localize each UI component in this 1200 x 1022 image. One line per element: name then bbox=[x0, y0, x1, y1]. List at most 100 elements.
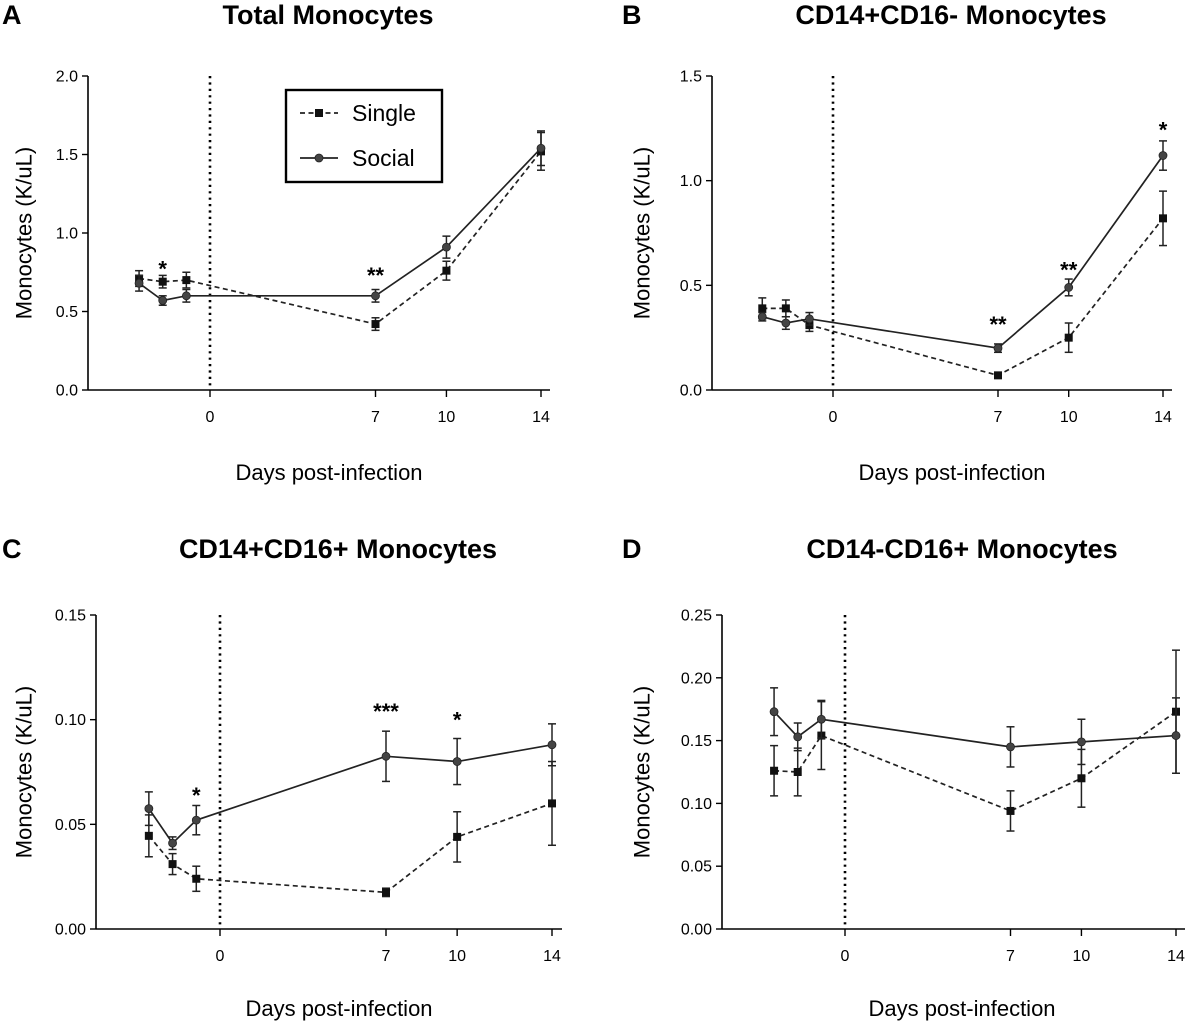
series-line-social bbox=[138, 147, 542, 302]
x-tick-label: 7 bbox=[1006, 948, 1015, 965]
series-social bbox=[144, 723, 557, 851]
data-point-circle bbox=[168, 838, 177, 848]
significance-marker: * bbox=[158, 257, 167, 282]
series-social bbox=[769, 687, 1181, 775]
data-point-circle bbox=[371, 291, 380, 301]
data-point-circle bbox=[158, 296, 168, 305]
panel-title: CD14+CD16- Monocytes bbox=[795, 0, 1106, 30]
y-tick-label: 2.0 bbox=[56, 69, 78, 86]
data-point-square bbox=[371, 320, 380, 329]
x-axis-title: Days post-infection bbox=[235, 460, 422, 485]
data-point-square bbox=[382, 888, 390, 897]
y-tick-label: 1.0 bbox=[56, 226, 78, 243]
x-axis-title: Days post-infection bbox=[868, 996, 1055, 1021]
y-tick-label: 0.05 bbox=[55, 817, 86, 834]
y-tick-label: 0.5 bbox=[680, 278, 702, 295]
data-point-square bbox=[192, 874, 201, 883]
y-axis-title: Monocytes (K/uL) bbox=[630, 686, 655, 858]
x-tick-label: 0 bbox=[841, 948, 850, 965]
data-point-square bbox=[1077, 774, 1086, 783]
significance-marker: ** bbox=[1060, 258, 1078, 283]
data-point-square bbox=[144, 831, 153, 840]
data-point-circle bbox=[1064, 283, 1074, 292]
data-point-circle bbox=[769, 707, 779, 717]
data-point-square bbox=[182, 276, 191, 285]
data-point-circle bbox=[793, 732, 803, 742]
y-tick-label: 0.15 bbox=[681, 733, 712, 750]
panel-a: A Total Monocytes 0.0 0.5 1.0 1.5 2.0 0 7 10 14 Mon… bbox=[2, 0, 550, 485]
y-axis-title: Monocytes (K/uL) bbox=[12, 686, 37, 858]
x-tick-label: 0 bbox=[206, 409, 215, 426]
significance-marker: * bbox=[192, 783, 201, 808]
y-tick-label: 0.20 bbox=[681, 670, 712, 687]
x-tick-label: 0 bbox=[216, 948, 225, 965]
panel-letter: B bbox=[622, 0, 642, 30]
y-tick-label: 0.05 bbox=[681, 859, 712, 876]
data-point-square bbox=[793, 768, 802, 776]
data-point-square bbox=[548, 799, 556, 808]
series-line-single bbox=[774, 711, 1177, 812]
x-tick-label: 14 bbox=[543, 948, 561, 965]
data-point-square bbox=[758, 304, 767, 313]
y-tick-label: 1.5 bbox=[680, 69, 702, 86]
data-point-circle bbox=[805, 314, 814, 324]
y-tick-label: 0.25 bbox=[681, 608, 712, 625]
data-point-circle bbox=[993, 343, 1003, 353]
legend-marker-single bbox=[315, 109, 323, 117]
panel-d: D CD14-CD16+ Monocytes 0.00 0.05 0.10 0.15 0.2… bbox=[622, 534, 1185, 1021]
data-point-circle bbox=[1006, 742, 1015, 752]
y-tick-label: 0.10 bbox=[681, 796, 712, 813]
panel-b: B CD14+CD16- Monocytes 0.0 0.5 1.0 1.5 0 7 10 14 M… bbox=[622, 0, 1172, 485]
data-point-circle bbox=[781, 318, 791, 328]
legend: Single Social bbox=[284, 88, 444, 184]
panel-c: C CD14+CD16+ Monocytes 0.00 0.05 0.10 0.15 0 7 1… bbox=[2, 534, 562, 1021]
data-point-circle bbox=[181, 291, 191, 301]
series-single bbox=[770, 649, 1180, 832]
data-point-circle bbox=[757, 312, 767, 322]
data-point-circle bbox=[536, 143, 546, 153]
y-tick-label: 0.10 bbox=[55, 712, 86, 729]
series-line-single bbox=[148, 802, 553, 894]
series-single bbox=[144, 760, 556, 898]
data-point-circle bbox=[134, 278, 144, 288]
x-tick-label: 14 bbox=[532, 409, 550, 426]
series-social bbox=[757, 140, 1168, 354]
data-point-circle bbox=[816, 714, 826, 724]
y-tick-label: 0.00 bbox=[681, 922, 712, 939]
y-tick-label: 0.15 bbox=[55, 608, 86, 625]
x-tick-label: 14 bbox=[1154, 409, 1172, 426]
data-point-square bbox=[168, 860, 177, 869]
x-tick-label: 7 bbox=[371, 409, 380, 426]
x-tick-label: 0 bbox=[829, 409, 838, 426]
x-tick-label: 10 bbox=[1073, 948, 1091, 965]
legend-box bbox=[284, 88, 444, 184]
significance-marker: * bbox=[453, 708, 462, 733]
data-point-circle bbox=[381, 751, 391, 761]
x-tick-label: 10 bbox=[1060, 409, 1078, 426]
data-point-circle bbox=[1077, 737, 1086, 747]
x-tick-label: 7 bbox=[994, 409, 1003, 426]
panel-title: CD14+CD16+ Monocytes bbox=[179, 534, 497, 564]
data-point-square bbox=[1159, 214, 1167, 223]
y-tick-label: 1.5 bbox=[56, 147, 78, 164]
legend-marker-social bbox=[314, 153, 324, 163]
significance-marker: *** bbox=[373, 699, 399, 724]
legend-label-social: Social bbox=[352, 145, 415, 171]
y-axis-title: Monocytes (K/uL) bbox=[630, 147, 655, 319]
x-axis-title: Days post-infection bbox=[245, 996, 432, 1021]
y-tick-label: 0.5 bbox=[56, 304, 78, 321]
panel-title: CD14-CD16+ Monocytes bbox=[806, 534, 1117, 564]
significance-marker: ** bbox=[989, 312, 1007, 337]
data-point-square bbox=[453, 832, 462, 841]
data-point-square bbox=[1064, 333, 1073, 342]
series-line-social bbox=[773, 711, 1177, 748]
panel-letter: A bbox=[2, 0, 22, 30]
y-tick-label: 0.00 bbox=[55, 922, 86, 939]
data-point-circle bbox=[191, 815, 201, 825]
y-tick-label: 0.0 bbox=[680, 383, 702, 400]
data-point-square bbox=[770, 766, 779, 775]
x-tick-label: 10 bbox=[448, 948, 466, 965]
significance-marker: ** bbox=[367, 263, 385, 288]
data-point-square bbox=[442, 266, 451, 275]
